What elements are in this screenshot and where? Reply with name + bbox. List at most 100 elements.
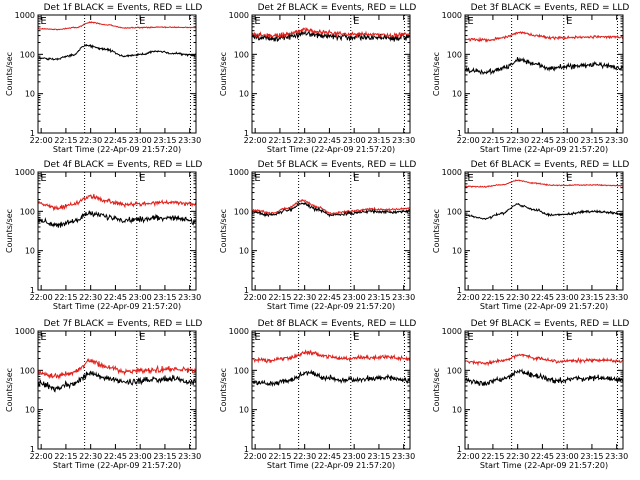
det-4-title: Det 4f BLACK = Events, RED = LLD: [44, 160, 203, 170]
det-1-xtick-label: 22:15: [54, 136, 77, 145]
det-7-xtick-label: 22:45: [104, 452, 127, 461]
det-2-xlabel: Start Time (22-Apr-09 21:57:20): [267, 145, 395, 154]
det-8-event-marker: E: [353, 332, 359, 343]
det-8-xtick-label: 22:30: [293, 452, 316, 461]
det-1-xtick-label: 22:45: [104, 136, 127, 145]
det-2-event-marker: E: [254, 16, 260, 27]
det-2-ytick-label: 10: [239, 90, 249, 99]
det-2-panel: Det 2f BLACK = Events, RED = LLD Counts/s…: [219, 3, 416, 154]
det-1-ylabel: Counts/sec: [5, 52, 14, 96]
det-4-xtick-label: 22:30: [79, 293, 102, 302]
det-2-xtick-label: 22:00: [244, 136, 267, 145]
det-3-xtick-label: 22:30: [506, 136, 529, 145]
det-3-xtick-label: 22:00: [457, 136, 480, 145]
det-3-series-lld: [464, 31, 624, 43]
det-6-xtick-label: 22:45: [531, 293, 554, 302]
det-2-xtick-label: 22:15: [268, 136, 291, 145]
det-3-event-marker: E: [467, 16, 473, 27]
det-1-xtick-label: 23:30: [178, 136, 201, 145]
det-6-ytick-label: 1000: [442, 168, 462, 177]
det-8-ylabel: Counts/sec: [219, 368, 228, 412]
det-4-xlabel: Start Time (22-Apr-09 21:57:20): [53, 302, 181, 311]
det-8-series-events: [251, 369, 411, 387]
det-8-panel: Det 8f BLACK = Events, RED = LLD Counts/s…: [219, 319, 416, 470]
det-2-event-marker: E: [353, 16, 359, 27]
det-9-ytick-label: 10: [452, 406, 462, 415]
det-1-ytick-label: 1000: [15, 11, 35, 20]
det-9-xtick-label: 22:45: [531, 452, 554, 461]
det-9-ytick-label: 1000: [442, 327, 462, 336]
det-7-ylabel: Counts/sec: [5, 368, 14, 412]
det-2-xtick-label: 22:45: [318, 136, 341, 145]
det-8-ytick-label: 10: [239, 406, 249, 415]
det-6-xtick-label: 22:30: [506, 293, 529, 302]
det-7-series-events: [37, 370, 197, 393]
det-9-title: Det 9f BLACK = Events, RED = LLD: [471, 319, 630, 329]
det-8-ytick-label: 1000: [229, 327, 249, 336]
det-9-xtick-label: 23:15: [580, 452, 603, 461]
det-2-xtick-label: 22:30: [293, 136, 316, 145]
det-9-xtick-label: 22:30: [506, 452, 529, 461]
det-5-ytick-label: 1000: [229, 168, 249, 177]
det-8-event-marker: E: [254, 332, 260, 343]
det-6-event-marker: E: [566, 173, 572, 184]
det-9-frame: [464, 330, 624, 450]
det-9-ylabel: Counts/sec: [432, 368, 441, 412]
det-4-event-marker: E: [40, 173, 46, 184]
det-3-xlabel: Start Time (22-Apr-09 21:57:20): [480, 145, 608, 154]
det-2-ytick-label: 1: [244, 129, 249, 138]
det-1-xtick-label: 22:00: [30, 136, 53, 145]
det-1-xtick-label: 22:30: [79, 136, 102, 145]
det-9-xtick-label: 23:30: [605, 452, 628, 461]
det-7-xtick-label: 23:30: [178, 452, 201, 461]
det-3-panel: Det 3f BLACK = Events, RED = LLD Counts/s…: [432, 3, 629, 154]
det-9-event-marker: E: [566, 332, 572, 343]
det-6-title: Det 6f BLACK = Events, RED = LLD: [471, 160, 630, 170]
det-5-ytick-label: 100: [234, 207, 249, 216]
det-3-ytick-label: 1000: [442, 11, 462, 20]
det-2-ytick-label: 100: [234, 50, 249, 59]
det-3-xtick-label: 23:00: [556, 136, 579, 145]
det-1-xtick-label: 23:00: [129, 136, 152, 145]
det-9-xlabel: Start Time (22-Apr-09 21:57:20): [480, 461, 608, 470]
det-8-xlabel: Start Time (22-Apr-09 21:57:20): [267, 461, 395, 470]
det-8-xtick-label: 22:00: [244, 452, 267, 461]
det-7-title: Det 7f BLACK = Events, RED = LLD: [44, 319, 203, 329]
det-5-ytick-label: 1: [244, 286, 249, 295]
det-5-event-marker: E: [254, 173, 260, 184]
det-5-xtick-label: 22:00: [244, 293, 267, 302]
det-4-xtick-label: 22:00: [30, 293, 53, 302]
det-7-ytick-label: 100: [20, 366, 35, 375]
det-2-series-lld: [251, 27, 411, 39]
det-5-ylabel: Counts/sec: [219, 209, 228, 253]
det-4-xtick-label: 23:30: [178, 293, 201, 302]
det-8-xtick-label: 22:45: [318, 452, 341, 461]
det-5-xtick-label: 23:30: [392, 293, 415, 302]
det-1-ytick-label: 10: [25, 90, 35, 99]
det-1-series-lld: [37, 21, 197, 31]
det-7-xtick-label: 22:15: [54, 452, 77, 461]
det-3-title: Det 3f BLACK = Events, RED = LLD: [471, 3, 630, 13]
det-5-xtick-label: 22:15: [268, 293, 291, 302]
det-5-xtick-label: 22:45: [318, 293, 341, 302]
det-3-event-marker: E: [566, 16, 572, 27]
det-3-series-events: [464, 57, 624, 76]
det-5-panel: Det 5f BLACK = Events, RED = LLD Counts/s…: [219, 160, 416, 311]
det-4-ytick-label: 100: [20, 207, 35, 216]
det-4-xtick-label: 22:15: [54, 293, 77, 302]
det-8-xtick-label: 23:00: [343, 452, 366, 461]
det-5-title: Det 5f BLACK = Events, RED = LLD: [258, 160, 417, 170]
det-7-event-marker: E: [139, 332, 145, 343]
det-6-xtick-label: 23:15: [580, 293, 603, 302]
det-1-xlabel: Start Time (22-Apr-09 21:57:20): [53, 145, 181, 154]
det-6-series-events: [465, 202, 624, 221]
det-6-xtick-label: 23:30: [605, 293, 628, 302]
det-1-event-marker: E: [139, 16, 145, 27]
det-5-xlabel: Start Time (22-Apr-09 21:57:20): [267, 302, 395, 311]
det-7-xtick-label: 23:15: [153, 452, 176, 461]
det-8-xtick-label: 22:15: [268, 452, 291, 461]
det-4-panel: Det 4f BLACK = Events, RED = LLD Counts/s…: [5, 160, 202, 311]
det-8-series-lld: [251, 349, 411, 364]
